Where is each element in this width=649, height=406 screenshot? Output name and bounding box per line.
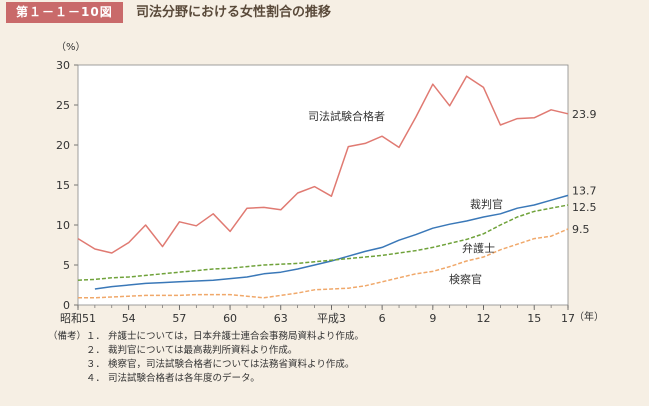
series-3 <box>77 204 569 281</box>
y-axis: 0 5 10 15 20 25 30 <box>56 59 78 312</box>
x-tick-label: 63 <box>274 312 288 325</box>
figure-number-badge: 第１－１－10図 <box>6 2 123 23</box>
series-name-label: 検察官 <box>449 272 482 286</box>
figure-header: 第１－１－10図 司法分野における女性割合の推移 <box>0 0 649 26</box>
series-name-label: 弁護士 <box>462 241 495 255</box>
end-value-label: 9.5 <box>572 223 590 236</box>
notes: （備考） １． 弁護士については，日本弁護士連合会事務局資料より作成。 ２． 裁… <box>48 330 364 386</box>
y-tick-label: 5 <box>63 259 70 272</box>
x-tick-label: 60 <box>223 312 237 325</box>
x-tick-label: 12 <box>477 312 491 325</box>
x-tick-label: 9 <box>429 312 436 325</box>
x-tick-label: 54 <box>122 312 136 325</box>
series-line <box>78 228 569 299</box>
x-tick-label: 57 <box>172 312 186 325</box>
x-tick-label: 6 <box>379 312 386 325</box>
x-axis-unit-label: （年） <box>574 310 604 323</box>
note-index: ４． <box>86 373 106 384</box>
notes-label: （備考） <box>48 331 87 342</box>
y-tick-label: 0 <box>63 299 70 312</box>
x-tick-label: 昭和51 <box>60 312 96 325</box>
line-chart: 0 5 10 15 20 25 30 昭和51 54 57 60 63 平成3 6 9 12 15 17 （%）… <box>56 41 604 325</box>
series-name-label: 裁判官 <box>470 197 503 211</box>
note-index: ３． <box>86 359 106 370</box>
series-2 <box>94 194 569 290</box>
note-item: 弁護士については，日本弁護士連合会事務局資料より作成。 <box>108 331 364 342</box>
series-line <box>77 204 569 281</box>
y-tick-label: 15 <box>56 179 70 192</box>
y-tick-label: 10 <box>56 219 70 232</box>
series-line <box>94 194 569 290</box>
series-4 <box>77 228 569 299</box>
plot-area <box>77 64 569 306</box>
note-item: 司法試験合格者は各年度のデータ。 <box>108 373 260 384</box>
y-axis-unit-label: （%） <box>56 41 86 53</box>
note-index: ２． <box>86 345 106 356</box>
note-index: １． <box>86 331 106 342</box>
x-tick-label: 17 <box>561 312 575 325</box>
end-value-label: 23.9 <box>572 108 597 121</box>
note-row: ２． 裁判官については最高裁判所資料より作成。 <box>48 344 364 358</box>
note-row: （備考） １． 弁護士については，日本弁護士連合会事務局資料より作成。 <box>48 330 364 344</box>
end-value-label: 13.7 <box>572 184 597 197</box>
x-tick-label: 15 <box>527 312 541 325</box>
series-name-label: 司法試験合格者 <box>308 109 385 123</box>
end-value-label: 12.5 <box>572 201 597 214</box>
y-tick-label: 30 <box>56 59 70 72</box>
figure-title: 司法分野における女性割合の推移 <box>136 5 332 20</box>
y-tick-label: 25 <box>56 99 70 112</box>
series-1 <box>77 75 569 254</box>
x-axis: 昭和51 54 57 60 63 平成3 6 9 12 15 17 <box>60 305 575 325</box>
x-tick-label: 平成3 <box>317 312 346 325</box>
note-item: 検察官，司法試験合格者については法務省資料より作成。 <box>108 359 355 370</box>
note-item: 裁判官については最高裁判所資料より作成。 <box>108 345 298 356</box>
note-row: ３． 検察官，司法試験合格者については法務省資料より作成。 <box>48 358 364 372</box>
y-tick-label: 20 <box>56 139 70 152</box>
series-line <box>77 75 569 254</box>
note-row: ４． 司法試験合格者は各年度のデータ。 <box>48 372 364 386</box>
